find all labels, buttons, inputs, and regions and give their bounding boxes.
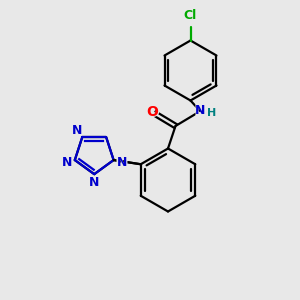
Text: N: N xyxy=(115,154,128,172)
Text: N: N xyxy=(72,124,83,137)
Text: O: O xyxy=(146,105,158,118)
Text: O: O xyxy=(145,103,160,121)
Text: N: N xyxy=(89,176,99,189)
Text: N: N xyxy=(60,154,74,172)
Text: N: N xyxy=(70,122,84,140)
Text: H: H xyxy=(208,108,217,118)
Text: N: N xyxy=(195,104,205,118)
Text: N: N xyxy=(87,173,101,191)
Text: N: N xyxy=(193,102,207,120)
Text: Cl: Cl xyxy=(184,9,197,22)
Text: N: N xyxy=(116,156,127,169)
Text: N: N xyxy=(61,156,72,169)
